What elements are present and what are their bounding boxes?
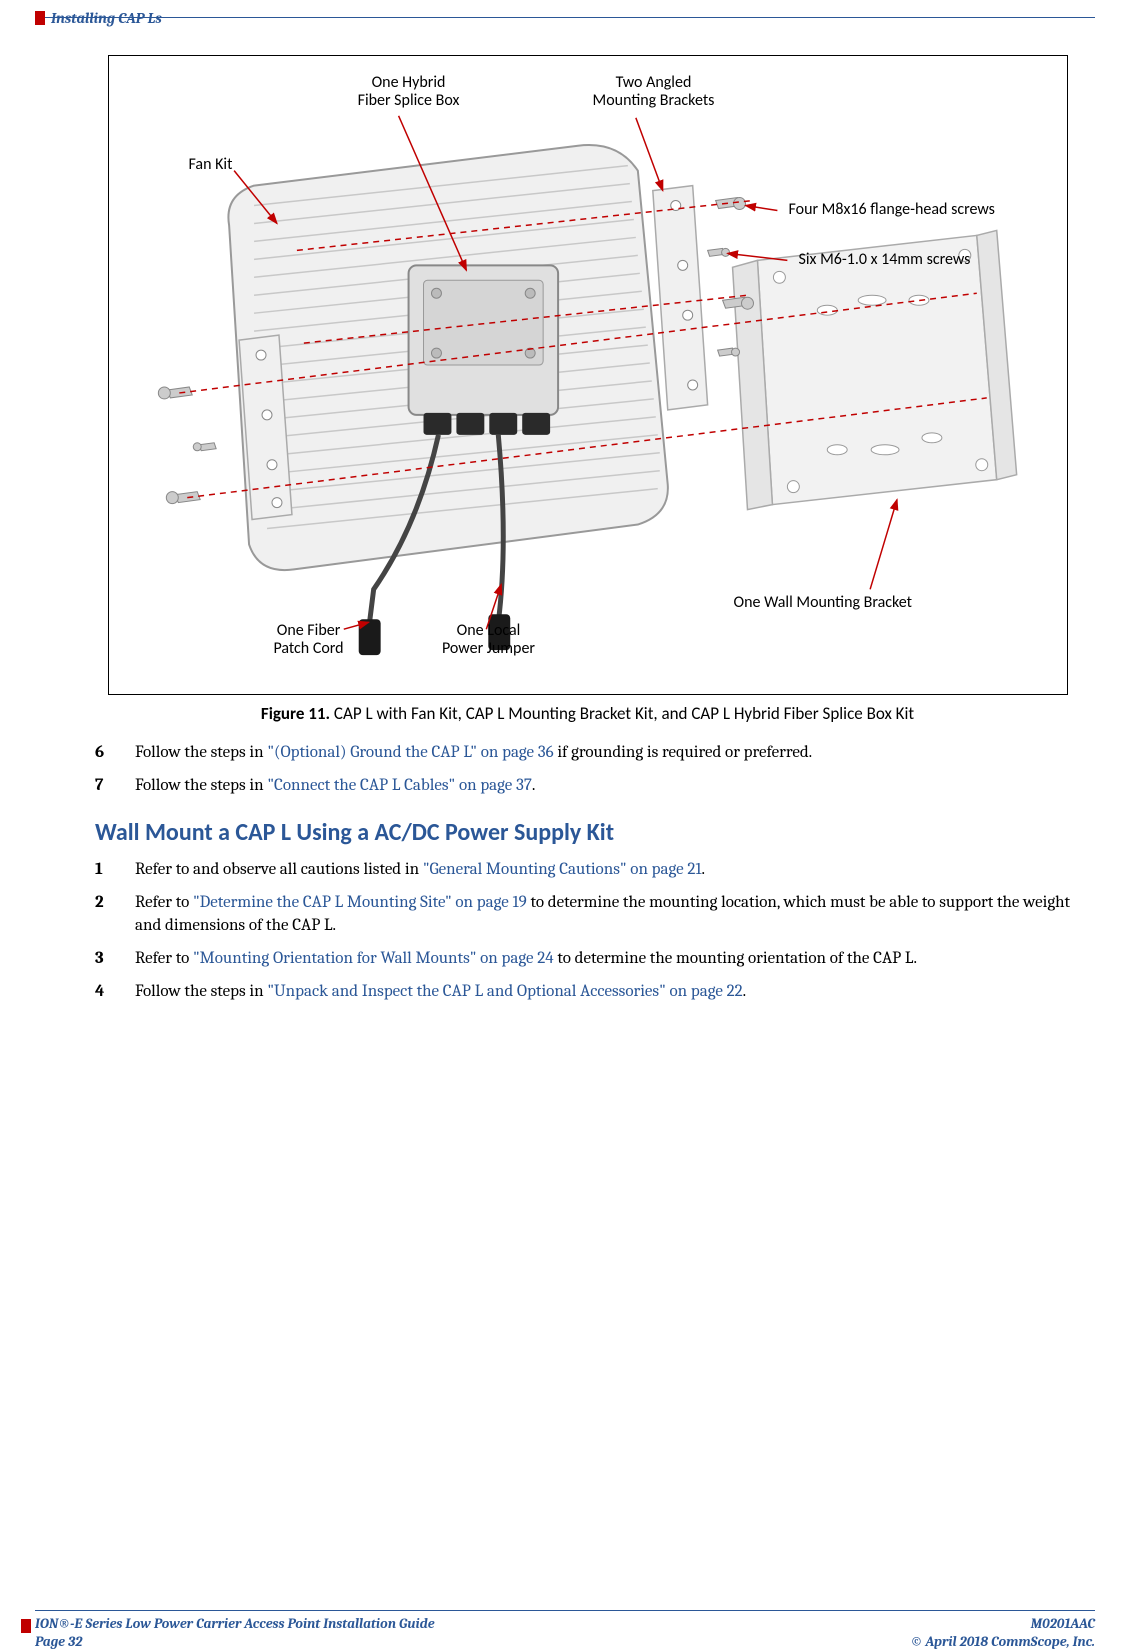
step-num: 2 [95,892,135,938]
footer-right-l2: © April 2018 CommScope, Inc. [911,1633,1095,1651]
step-text: Follow the steps in "(Optional) Ground t… [135,742,1080,765]
label-m6-screws: Six M6-1.0 x 14mm screws [799,251,971,269]
figure-caption-rest: CAP L with Fan Kit, CAP L Mounting Brack… [330,703,914,724]
label-hybrid-box-l2: Fiber Splice Box [358,91,460,110]
step-text: Refer to "Mounting Orientation for Wall … [135,948,1080,971]
footer-right-l1: M0201AAC [911,1615,1095,1633]
label-fiber-l2: Patch Cord [273,639,343,658]
list-item: 1 Refer to and observe all cautions list… [95,859,1080,882]
label-hybrid-box: One Hybrid Fiber Splice Box [329,74,489,111]
label-fan-kit: Fan Kit [189,156,233,174]
link[interactable]: "(Optional) Ground the CAP L" on page 36 [267,743,553,762]
label-fiber: One Fiber Patch Cord [264,622,354,659]
label-power: One Local Power Jumper [429,622,549,659]
label-flange-screws: Four M8x16 flange-head screws [789,201,995,219]
list-item: 3 Refer to "Mounting Orientation for Wal… [95,948,1080,971]
link[interactable]: "Determine the CAP L Mounting Site" on p… [193,893,527,912]
footer-right: M0201AAC © April 2018 CommScope, Inc. [911,1615,1095,1651]
list-item: 2 Refer to "Determine the CAP L Mounting… [95,892,1080,938]
page-header: Installing CAP Ls [35,15,1095,18]
label-wall-bracket: One Wall Mounting Bracket [734,594,913,612]
step-num: 1 [95,859,135,882]
label-angled-brackets: Two Angled Mounting Brackets [564,74,744,111]
link[interactable]: "Unpack and Inspect the CAP L and Option… [267,982,742,1001]
footer-left-l2: Page 32 [35,1633,435,1651]
figure-caption-bold: Figure 11. [261,703,330,724]
steps-list-b: 1 Refer to and observe all cautions list… [95,859,1080,1004]
list-item: 4 Follow the steps in "Unpack and Inspec… [95,981,1080,1004]
label-fiber-l1: One Fiber [277,621,341,640]
label-angled-l1: Two Angled [616,73,692,92]
step-num: 3 [95,948,135,971]
step-text: Refer to "Determine the CAP L Mounting S… [135,892,1080,938]
step-text: Refer to and observe all cautions listed… [135,859,1080,882]
header-left: Installing CAP Ls [35,9,162,27]
list-item: 7 Follow the steps in "Connect the CAP L… [95,775,1080,798]
label-angled-l2: Mounting Brackets [593,91,715,110]
label-hybrid-box-l1: One Hybrid [372,73,446,92]
link[interactable]: "General Mounting Cautions" on page 21 [423,860,702,879]
footer-left-l1: ION®-E Series Low Power Carrier Access P… [35,1615,435,1633]
list-item: 6 Follow the steps in "(Optional) Ground… [95,742,1080,765]
section-heading: Wall Mount a CAP L Using a AC/DC Power S… [95,818,1080,847]
link[interactable]: "Mounting Orientation for Wall Mounts" o… [193,949,554,968]
page-footer: ION®-E Series Low Power Carrier Access P… [35,1610,1095,1615]
figure-caption: Figure 11. CAP L with Fan Kit, CAP L Mou… [95,703,1080,724]
link[interactable]: "Connect the CAP L Cables" on page 37 [267,776,532,795]
label-power-l1: One Local [457,621,521,640]
step-num: 7 [95,775,135,798]
header-title: Installing CAP Ls [51,9,162,27]
header-red-marker [35,11,45,25]
step-num: 4 [95,981,135,1004]
label-power-l2: Power Jumper [442,639,535,658]
figure-frame: Fan Kit One Hybrid Fiber Splice Box Two … [108,55,1068,695]
step-text: Follow the steps in "Unpack and Inspect … [135,981,1080,1004]
steps-list-a: 6 Follow the steps in "(Optional) Ground… [95,742,1080,798]
step-text: Follow the steps in "Connect the CAP L C… [135,775,1080,798]
footer-red-marker [21,1619,31,1633]
step-num: 6 [95,742,135,765]
device-diagram [109,56,1067,694]
page-content: Fan Kit One Hybrid Fiber Splice Box Two … [95,55,1080,1014]
footer-left: ION®-E Series Low Power Carrier Access P… [35,1615,435,1651]
